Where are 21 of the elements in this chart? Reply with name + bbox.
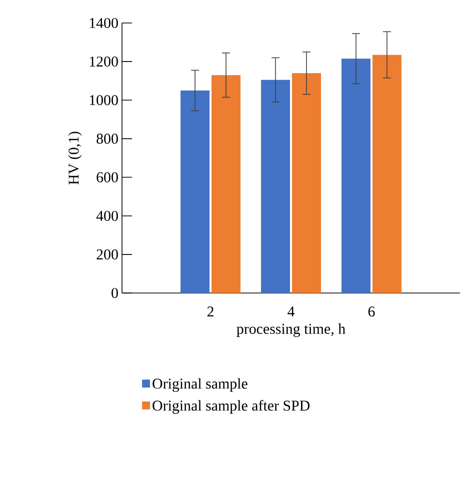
legend-label: Original sample <box>152 378 248 392</box>
x-tick-label: 2 <box>207 306 214 316</box>
bar <box>212 75 241 293</box>
y-tick-label: 800 <box>96 134 118 144</box>
bar <box>372 54 402 293</box>
y-axis-title: HV (0,1) <box>68 132 82 185</box>
bar <box>341 58 370 293</box>
y-tick-label: 200 <box>96 249 118 260</box>
x-axis-title: processing time, h <box>236 323 346 337</box>
bar <box>261 80 290 293</box>
x-tick-label: 6 <box>368 306 375 317</box>
y-tick-label: 1000 <box>90 95 118 106</box>
bar <box>180 90 210 293</box>
y-tick-label: 1200 <box>90 56 118 67</box>
y-tick-label: 600 <box>96 172 118 182</box>
y-tick-label: 1400 <box>90 18 118 28</box>
y-tick-label: 0 <box>112 288 118 298</box>
x-tick-label: 4 <box>288 306 294 316</box>
bar <box>292 73 321 293</box>
legend-label: Original sample after SPD <box>152 400 310 414</box>
y-tick-label: 400 <box>96 210 118 221</box>
